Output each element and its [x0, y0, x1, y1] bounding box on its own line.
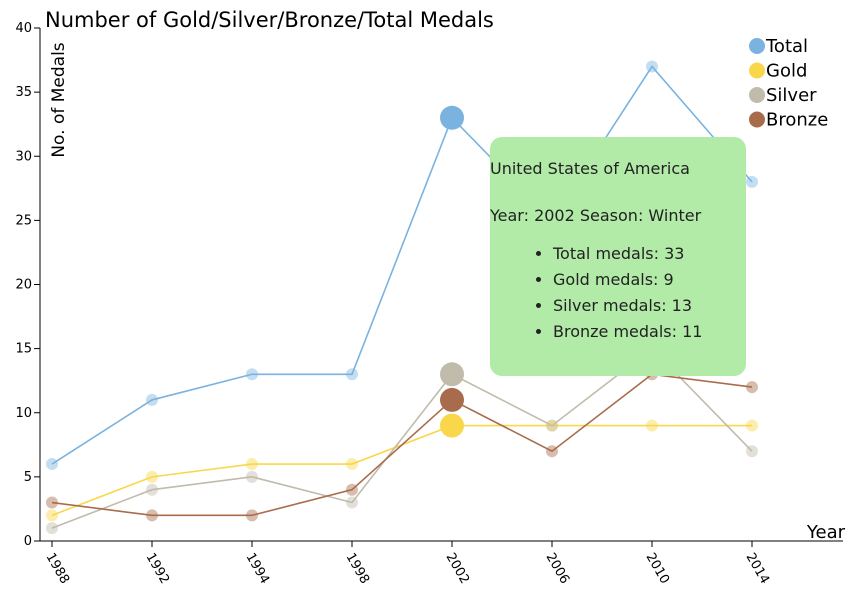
total-point-1992	[146, 393, 158, 406]
legend-gold-swatch	[749, 62, 765, 79]
x-tick-label: 2014	[743, 551, 773, 587]
tooltip-gold: Gold medals: 9	[553, 267, 702, 293]
tooltip-country: United States of America	[490, 159, 690, 178]
silver-point-2002-highlight	[440, 362, 464, 387]
y-tick-label: 20	[15, 278, 32, 293]
bronze-point-2002-highlight	[440, 387, 464, 412]
legend-total-swatch	[749, 38, 765, 54]
tooltip-silver: Silver medals: 13	[553, 293, 702, 319]
legend-bronze-label: Bronze	[766, 110, 828, 131]
x-tick-label: 2006	[543, 551, 573, 587]
gold-point-2006	[546, 419, 558, 432]
x-tick-label: 1988	[43, 551, 73, 587]
y-axis-label: No. of Medals	[49, 42, 69, 157]
y-tick-label: 10	[15, 406, 32, 421]
y-tick-label: 35	[15, 85, 32, 100]
total-point-1994	[246, 368, 258, 381]
y-tick-label: 25	[15, 213, 32, 228]
total-point-2002-highlight	[440, 105, 464, 130]
x-tick-label: 1992	[143, 551, 173, 587]
y-tick-label: 5	[24, 470, 32, 485]
bronze-point-2006	[546, 445, 558, 458]
bronze-point-2014	[746, 381, 758, 394]
x-tick-label: 2010	[643, 551, 673, 587]
y-tick-label: 30	[15, 149, 32, 164]
x-tick-label: 1994	[243, 551, 273, 587]
gold-point-1992	[146, 470, 158, 483]
legend-bronze-swatch	[749, 111, 765, 128]
total-point-1998	[346, 368, 358, 381]
total-point-2014	[746, 175, 758, 188]
silver-point-2006	[546, 419, 558, 432]
total-series-line	[51, 65, 753, 465]
gold-point-2014	[746, 419, 758, 432]
chart-title: Number of Gold/Silver/Bronze/Total Medal…	[45, 8, 494, 32]
total-point-2010	[646, 60, 658, 73]
silver-point-1994	[246, 470, 258, 483]
gold-point-2010	[646, 419, 658, 432]
tooltip-total: Total medals: 33	[553, 241, 702, 267]
y-tick-label: 15	[15, 342, 32, 357]
total-point-1988	[46, 458, 58, 471]
silver-point-1988	[46, 522, 58, 535]
gold-point-1994	[246, 458, 258, 471]
legend-total-label: Total	[765, 36, 808, 57]
x-tick-label: 1998	[343, 551, 373, 587]
silver-point-2014	[746, 445, 758, 458]
y-tick-label: 0	[24, 534, 32, 549]
x-axis-label: Year	[806, 522, 846, 543]
gold-point-1998	[346, 458, 358, 471]
bronze-point-1998	[346, 483, 358, 496]
silver-point-1998	[346, 496, 358, 509]
gold-point-1988	[46, 509, 58, 522]
tooltip-year-season: Year: 2002 Season: Winter	[490, 206, 702, 225]
legend-gold-label: Gold	[766, 61, 807, 82]
bronze-point-1994	[246, 509, 258, 522]
y-tick-label: 40	[15, 21, 32, 36]
tooltip-list: Total medals: 33 Gold medals: 9 Silver m…	[490, 241, 702, 345]
legend-silver-label: Silver	[766, 85, 817, 106]
legend-silver-swatch	[749, 87, 765, 103]
gold-point-2002-highlight	[440, 413, 464, 438]
x-tick-label: 2002	[443, 551, 473, 587]
tooltip: United States of America Year: 2002 Seas…	[490, 137, 746, 376]
bronze-point-1988	[46, 496, 58, 509]
bronze-point-1992	[146, 509, 158, 522]
bronze-series-line	[51, 373, 753, 517]
silver-point-1992	[146, 483, 158, 496]
tooltip-bronze: Bronze medals: 11	[553, 319, 702, 345]
